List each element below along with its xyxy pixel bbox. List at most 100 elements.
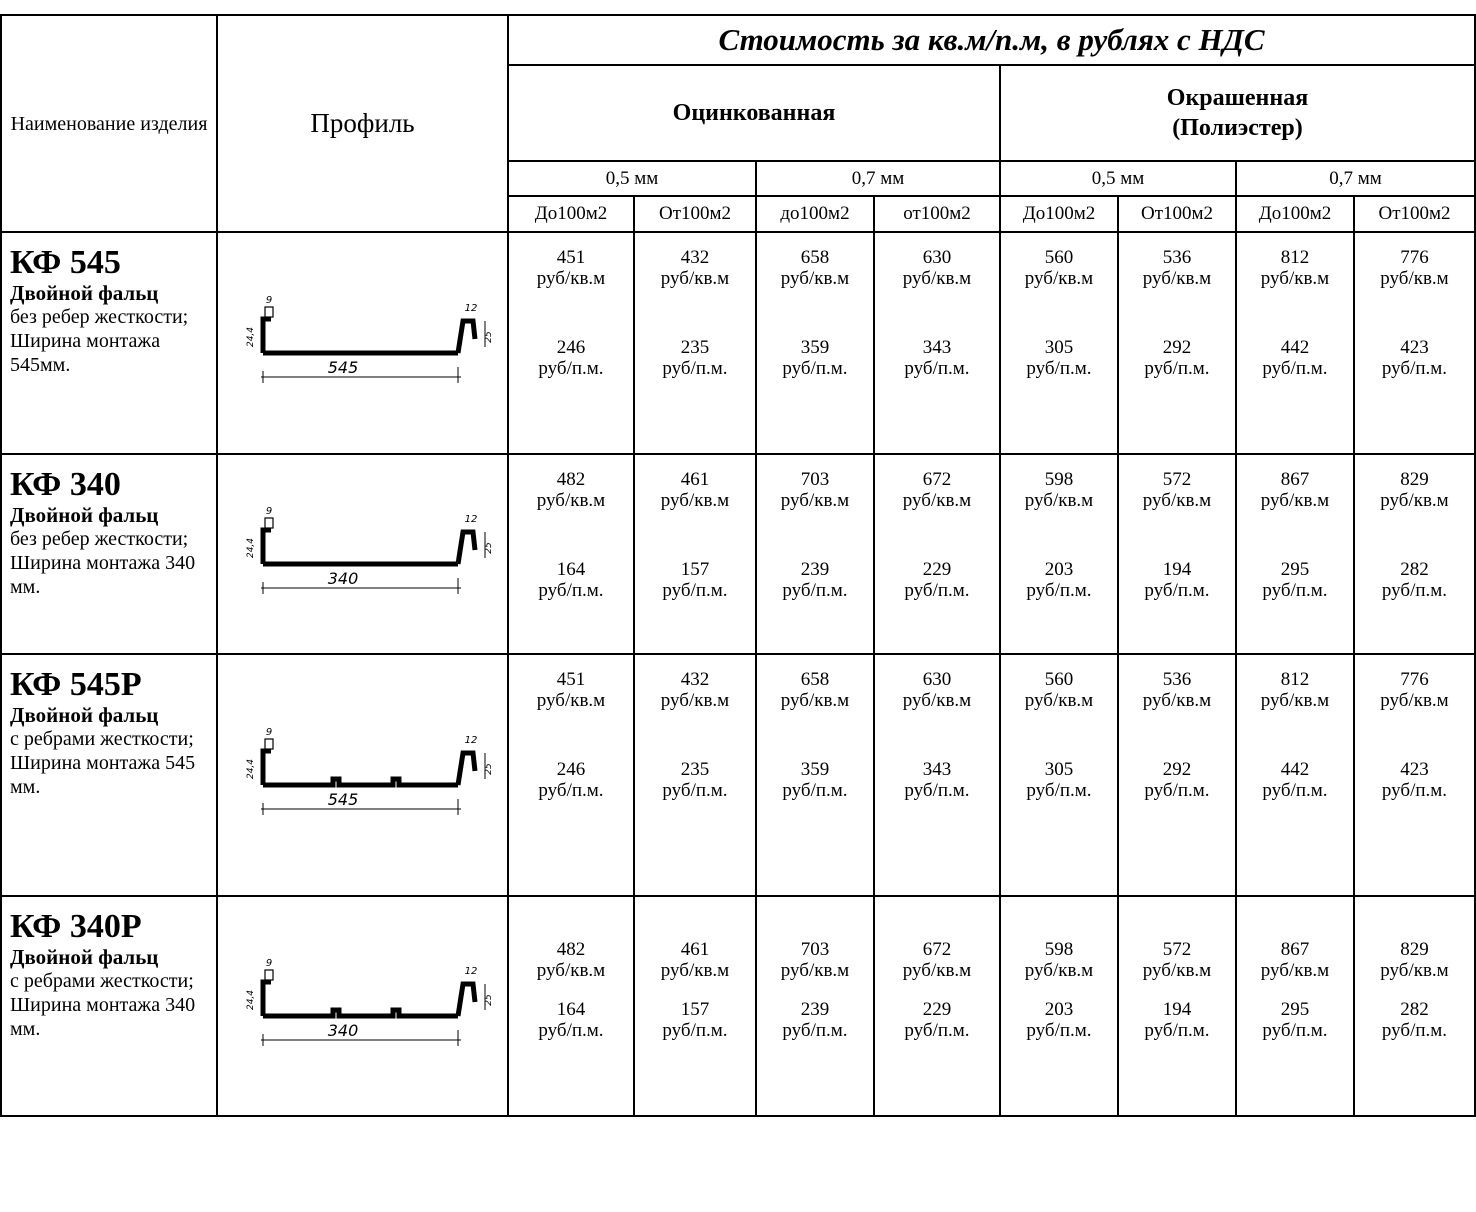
price-lm-value: 295: [1280, 559, 1310, 580]
price-cell: 461 руб/кв.м 157 руб/п.м.: [633, 453, 757, 655]
dim-right-height-label: 25: [484, 542, 494, 554]
dim-right-lip-label: 12: [464, 735, 477, 746]
dim-left-lip-label: 9: [265, 295, 271, 306]
price-sqm-unit: руб/кв.м: [1380, 268, 1449, 289]
seam-left-lip: [263, 305, 274, 318]
dim-height-label: 24,4: [246, 758, 256, 778]
product-description: с ребрами жесткости; Ширина монтажа 545 …: [10, 728, 196, 798]
product-code: КФ 340Р: [10, 908, 142, 945]
price-lm-unit: руб/п.м.: [1144, 780, 1210, 801]
profile-drawing: 340 9 12 24,4 25: [246, 958, 494, 1046]
price-lm-value: 305: [1044, 759, 1074, 780]
price-lm-value: 359: [800, 759, 830, 780]
price-lm-unit: руб/п.м.: [538, 1020, 604, 1041]
seam-left: [260, 979, 271, 1016]
price-lm-value: 246: [556, 337, 586, 358]
price-lm-value: 203: [1044, 559, 1074, 580]
price-lm-unit: руб/п.м.: [538, 780, 604, 801]
product-type: Двойной фальц: [10, 703, 159, 727]
profile-cell: 545 9 12 24,4 25: [216, 231, 509, 455]
price-lm-value: 292: [1162, 759, 1192, 780]
dim-width-label: 340: [327, 569, 358, 588]
price-cell: 560 руб/кв.м 305 руб/п.м.: [999, 653, 1119, 897]
price-cell: 812 руб/кв.м 442 руб/п.м.: [1235, 653, 1355, 897]
price-lm-unit: руб/п.м.: [1262, 1020, 1328, 1041]
price-sqm-unit: руб/кв.м: [1142, 690, 1212, 711]
price-sqm-unit: руб/кв.м: [780, 960, 850, 981]
price-cell: 703 руб/кв.м 239 руб/п.м.: [755, 453, 875, 655]
profile-base-ribbed: [262, 1007, 458, 1018]
seam-right: [455, 318, 477, 353]
product-type: Двойной фальц: [10, 503, 159, 527]
price-sqm-unit: руб/кв.м: [1024, 268, 1094, 289]
price-sqm-unit: руб/кв.м: [780, 690, 850, 711]
price-lm-unit: руб/п.м.: [782, 358, 848, 379]
price-sqm-unit: руб/кв.м: [1024, 690, 1094, 711]
price-sqm-unit: руб/кв.м: [1142, 268, 1212, 289]
header-quantity: До100м2: [507, 195, 635, 233]
header-cost-caption: Стоимость за кв.м/п.м, в рублях с НДС: [507, 14, 1476, 66]
price-sqm-value: 703: [800, 469, 830, 490]
price-lm-unit: руб/п.м.: [662, 580, 728, 601]
seam-left-lip: [263, 737, 274, 750]
price-cell: 598 руб/кв.м 203 руб/п.м.: [999, 453, 1119, 655]
price-sqm-value: 461: [680, 469, 710, 490]
header-quantity: от100м2: [873, 195, 1001, 233]
price-lm-value: 442: [1280, 759, 1310, 780]
price-sqm-value: 560: [1044, 669, 1074, 690]
table-row: КФ 340 Двойной фальц без ребер жесткости; …: [0, 453, 1476, 655]
price-cell: 812 руб/кв.м 442 руб/п.м.: [1235, 231, 1355, 455]
header-quantity: До100м2: [1235, 195, 1355, 233]
price-sqm-unit: руб/кв.м: [1024, 490, 1094, 511]
seam-left-lip: [263, 968, 274, 981]
product-description: с ребрами жесткости; Ширина монтажа 340 …: [10, 970, 196, 1040]
price-cell: 829 руб/кв.м 282 руб/п.м.: [1353, 895, 1476, 1117]
price-cell: 572 руб/кв.м 194 руб/п.м.: [1117, 453, 1237, 655]
price-lm-value: 164: [556, 559, 586, 580]
price-sqm-unit: руб/кв.м: [536, 960, 606, 981]
price-lm-unit: руб/п.м.: [782, 580, 848, 601]
dim-width-label: 545: [327, 358, 358, 377]
header-quantity: От100м2: [633, 195, 757, 233]
price-lm-unit: руб/п.м.: [1144, 580, 1210, 601]
seam-right: [455, 981, 477, 1016]
dim-height-label: 24,4: [246, 537, 256, 557]
price-sqm-unit: руб/кв.м: [1260, 490, 1330, 511]
price-cell: 482 руб/кв.м 164 руб/п.м.: [507, 453, 635, 655]
product-type: Двойной фальц: [10, 281, 159, 305]
dim-right-lip-label: 12: [464, 303, 477, 314]
price-lm-unit: руб/п.м.: [1026, 580, 1092, 601]
price-sqm-value: 776: [1400, 669, 1429, 690]
profile-cell: 340 9 12 24,4 25: [216, 453, 509, 655]
seam-left: [260, 527, 271, 564]
price-cell: 560 руб/кв.м 305 руб/п.м.: [999, 231, 1119, 455]
price-lm-unit: руб/п.м.: [1381, 580, 1448, 601]
price-sqm-value: 776: [1400, 247, 1429, 268]
price-lm-value: 157: [680, 999, 710, 1020]
price-sqm-unit: руб/кв.м: [660, 960, 730, 981]
price-lm-unit: руб/п.м.: [1026, 780, 1092, 801]
dim-right-height-label: 25: [484, 331, 494, 343]
price-lm-value: 239: [800, 999, 830, 1020]
price-sqm-value: 451: [556, 669, 586, 690]
price-sqm-unit: руб/кв.м: [536, 490, 606, 511]
price-lm-value: 157: [680, 559, 710, 580]
price-cell: 451 руб/кв.м 246 руб/п.м.: [507, 653, 635, 897]
product-name-cell: КФ 340Р Двойной фальц с ребрами жесткости;…: [0, 895, 218, 1117]
seam-left-lip: [263, 516, 274, 529]
price-sqm-unit: руб/кв.м: [660, 690, 730, 711]
price-cell: 598 руб/кв.м 203 руб/п.м.: [999, 895, 1119, 1117]
product-name-cell: КФ 545 Двойной фальц без ребер жесткости; …: [0, 231, 218, 455]
price-sqm-unit: руб/кв.м: [1142, 960, 1212, 981]
price-sqm-unit: руб/кв.м: [1260, 960, 1330, 981]
price-lm-unit: руб/п.м.: [1262, 780, 1328, 801]
profile-drawing: 545 9 12 24,4 25: [246, 727, 494, 815]
price-lm-unit: руб/п.м.: [1144, 358, 1210, 379]
dim-height-label: 24,4: [246, 989, 256, 1009]
price-lm-value: 295: [1280, 999, 1310, 1020]
product-code: КФ 340: [10, 466, 121, 503]
price-sqm-unit: руб/кв.м: [1142, 490, 1212, 511]
header-quantity: До100м2: [999, 195, 1119, 233]
price-cell: 658 руб/кв.м 359 руб/п.м.: [755, 653, 875, 897]
price-lm-value: 194: [1162, 559, 1192, 580]
